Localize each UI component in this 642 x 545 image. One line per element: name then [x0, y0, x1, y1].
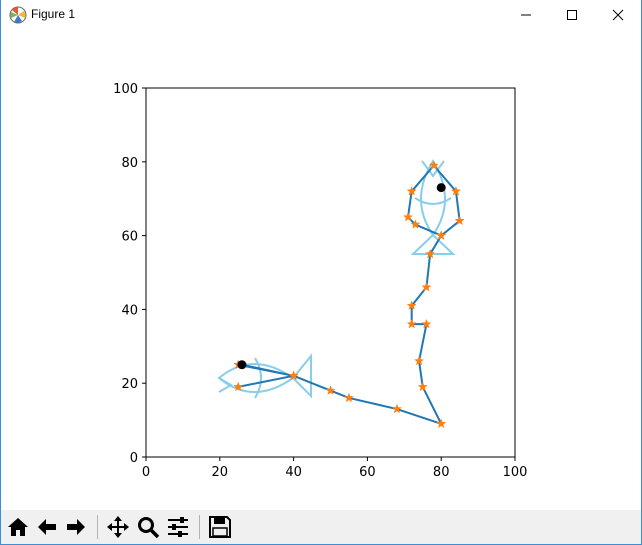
move-icon — [107, 516, 129, 538]
window-title: Figure 1 — [31, 7, 76, 21]
x-tick-label: 0 — [142, 465, 150, 480]
star-marker — [421, 318, 432, 329]
arrow-right-icon — [67, 519, 85, 535]
save-button[interactable] — [207, 513, 233, 541]
axes: 0 20 40 60 80 100 0 20 40 60 80 100 — [113, 82, 527, 480]
close-icon — [612, 9, 624, 21]
highlight-points — [237, 183, 446, 370]
home-button[interactable] — [5, 513, 31, 541]
fish-outline-2 — [410, 159, 456, 255]
sliders-icon — [168, 517, 188, 537]
star-marker — [233, 381, 244, 392]
star-marker — [402, 211, 414, 222]
star-marker — [406, 318, 417, 329]
magnifier-icon — [138, 517, 160, 539]
floppy-disk-icon — [209, 516, 231, 538]
star-marker — [450, 186, 462, 196]
arrow-left-icon — [38, 519, 56, 535]
black-point — [436, 183, 446, 193]
toolbar-separator — [199, 515, 200, 539]
star-marker — [343, 392, 354, 403]
star-marker — [410, 219, 421, 229]
star-marker — [454, 215, 465, 226]
configure-subplots-button[interactable] — [165, 513, 191, 541]
axes-frame — [145, 87, 516, 458]
pan-button[interactable] — [105, 513, 131, 541]
figure-canvas[interactable]: 0 20 40 60 80 100 0 20 40 60 80 100 — [1, 30, 641, 510]
plot-area[interactable]: 0 20 40 60 80 100 0 20 40 60 80 100 — [1, 30, 641, 510]
star-marker — [436, 418, 447, 429]
data-series — [233, 160, 465, 429]
star-marker — [414, 355, 425, 366]
matplotlib-logo-icon — [9, 6, 27, 24]
toolbar-separator — [97, 515, 98, 539]
series-line — [237, 164, 461, 425]
minimize-button[interactable] — [503, 0, 549, 30]
y-tick-label: 100 — [113, 82, 138, 97]
star-marker — [325, 385, 336, 395]
back-button[interactable] — [34, 513, 60, 541]
star-marker — [288, 370, 299, 381]
y-tick-label: 40 — [121, 303, 138, 318]
star-marker — [436, 230, 447, 240]
y-tick-label: 0 — [130, 451, 138, 466]
star-marker — [406, 186, 417, 196]
maximize-icon — [567, 10, 577, 20]
y-tick-label: 60 — [121, 230, 138, 245]
x-tick-label: 40 — [285, 465, 302, 480]
x-tick-label: 80 — [433, 465, 450, 480]
maximize-button[interactable] — [549, 0, 595, 30]
x-tick-label: 60 — [359, 465, 376, 480]
forward-button[interactable] — [63, 513, 89, 541]
minimize-icon — [521, 14, 531, 16]
y-tick-label: 80 — [121, 156, 138, 171]
x-tick-label: 100 — [503, 465, 528, 480]
star-marker — [425, 248, 436, 259]
star-marker — [391, 403, 402, 414]
star-marker — [421, 281, 432, 292]
close-button[interactable] — [595, 0, 641, 30]
y-tick-label: 20 — [121, 377, 138, 392]
star-marker — [406, 300, 417, 311]
title-bar[interactable]: Figure 1 — [1, 0, 641, 30]
star-marker — [417, 381, 428, 392]
zoom-button[interactable] — [135, 513, 161, 541]
star-marker — [428, 160, 439, 170]
black-point — [237, 360, 247, 370]
home-icon — [8, 518, 28, 536]
navigation-toolbar — [1, 510, 641, 544]
x-tick-label: 20 — [212, 465, 229, 480]
